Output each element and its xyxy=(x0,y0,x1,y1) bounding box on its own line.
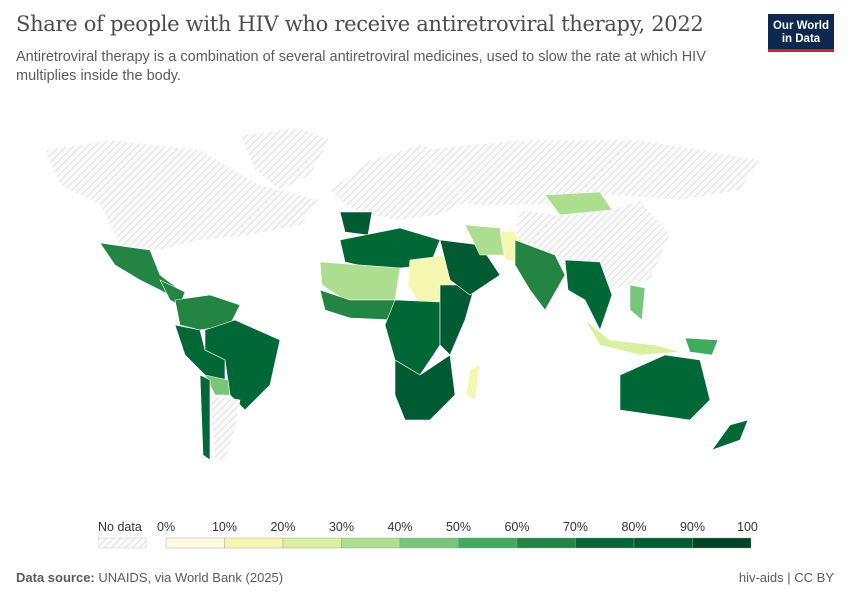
country-madagascar[interactable] xyxy=(465,364,481,401)
page-title: Share of people with HIV who receive ant… xyxy=(16,12,704,36)
legend-tick-label: 80% xyxy=(621,520,646,534)
country-paraguay[interactable] xyxy=(204,374,231,396)
country-chile[interactable] xyxy=(199,374,211,461)
legend-bin-30-40%[interactable] xyxy=(341,537,401,549)
legend-tick-label: 30% xyxy=(329,520,354,534)
country-india[interactable] xyxy=(514,239,566,311)
country-southern-africa[interactable] xyxy=(394,354,456,421)
legend-bin-70-80%[interactable] xyxy=(575,537,635,549)
country-central-africa[interactable] xyxy=(384,299,441,376)
source-label: Data source: xyxy=(16,570,95,585)
country-greenland[interactable] xyxy=(239,127,331,191)
country-peru-bolivia[interactable] xyxy=(174,324,226,386)
legend-bin-80-90%[interactable] xyxy=(633,537,693,549)
country-southeast-asia[interactable] xyxy=(564,259,613,331)
legend-bin-10-20%[interactable] xyxy=(224,537,284,549)
country-russia[interactable] xyxy=(419,139,761,206)
country-east-africa[interactable] xyxy=(439,284,476,356)
logo-line-1: Our World xyxy=(772,20,829,32)
legend-tick-label: 60% xyxy=(504,520,529,534)
country-argentina[interactable] xyxy=(209,394,241,461)
legend-tick-label: 10% xyxy=(212,520,237,534)
legend-bin-40-50%[interactable] xyxy=(399,537,459,549)
legend-no-data-label: No data xyxy=(98,520,142,534)
page-subtitle: Antiretroviral therapy is a combination … xyxy=(16,49,706,84)
legend-tick-label: 0% xyxy=(157,520,175,534)
license-text[interactable]: hiv-aids | CC BY xyxy=(738,570,834,585)
source-text[interactable]: UNAIDS, via World Bank (2025) xyxy=(98,570,284,585)
legend-bin-0-10%[interactable] xyxy=(165,537,225,549)
legend-tick-label: 20% xyxy=(270,520,295,534)
legend-tick-label: 50% xyxy=(446,520,471,534)
country-png[interactable] xyxy=(684,337,719,356)
legend-no-data-swatch[interactable] xyxy=(97,537,147,549)
legend-bin-50-60%[interactable] xyxy=(458,537,518,549)
data-source: Data source: UNAIDS, via World Bank (202… xyxy=(16,570,283,585)
color-legend: No data 0% 10% 20% 30% 40% 50% 60% 70% 80% 90% 100% xyxy=(97,518,769,559)
country-new-zealand[interactable] xyxy=(711,419,749,451)
country-philippines[interactable] xyxy=(629,284,646,321)
legend-tick-label: 100% xyxy=(737,520,758,534)
logo-line-2: in Data xyxy=(781,33,821,45)
legend-bin-20-30%[interactable] xyxy=(282,537,342,549)
legend-bin-60-70%[interactable] xyxy=(516,537,576,549)
legend-tick-label: 90% xyxy=(680,520,705,534)
country-indonesia[interactable] xyxy=(584,319,681,356)
country-north-america[interactable] xyxy=(44,139,321,251)
legend-bin-90-100%[interactable] xyxy=(692,537,752,549)
owid-logo[interactable]: Our World in Data xyxy=(768,14,834,52)
country-australia[interactable] xyxy=(619,354,711,421)
legend-svg: No data 0% 10% 20% 30% 40% 50% 60% 70% 80% 90% 100% xyxy=(97,520,769,549)
legend-tick-label: 70% xyxy=(563,520,588,534)
legend-tick-label: 40% xyxy=(387,520,412,534)
country-iberia[interactable] xyxy=(339,211,373,236)
